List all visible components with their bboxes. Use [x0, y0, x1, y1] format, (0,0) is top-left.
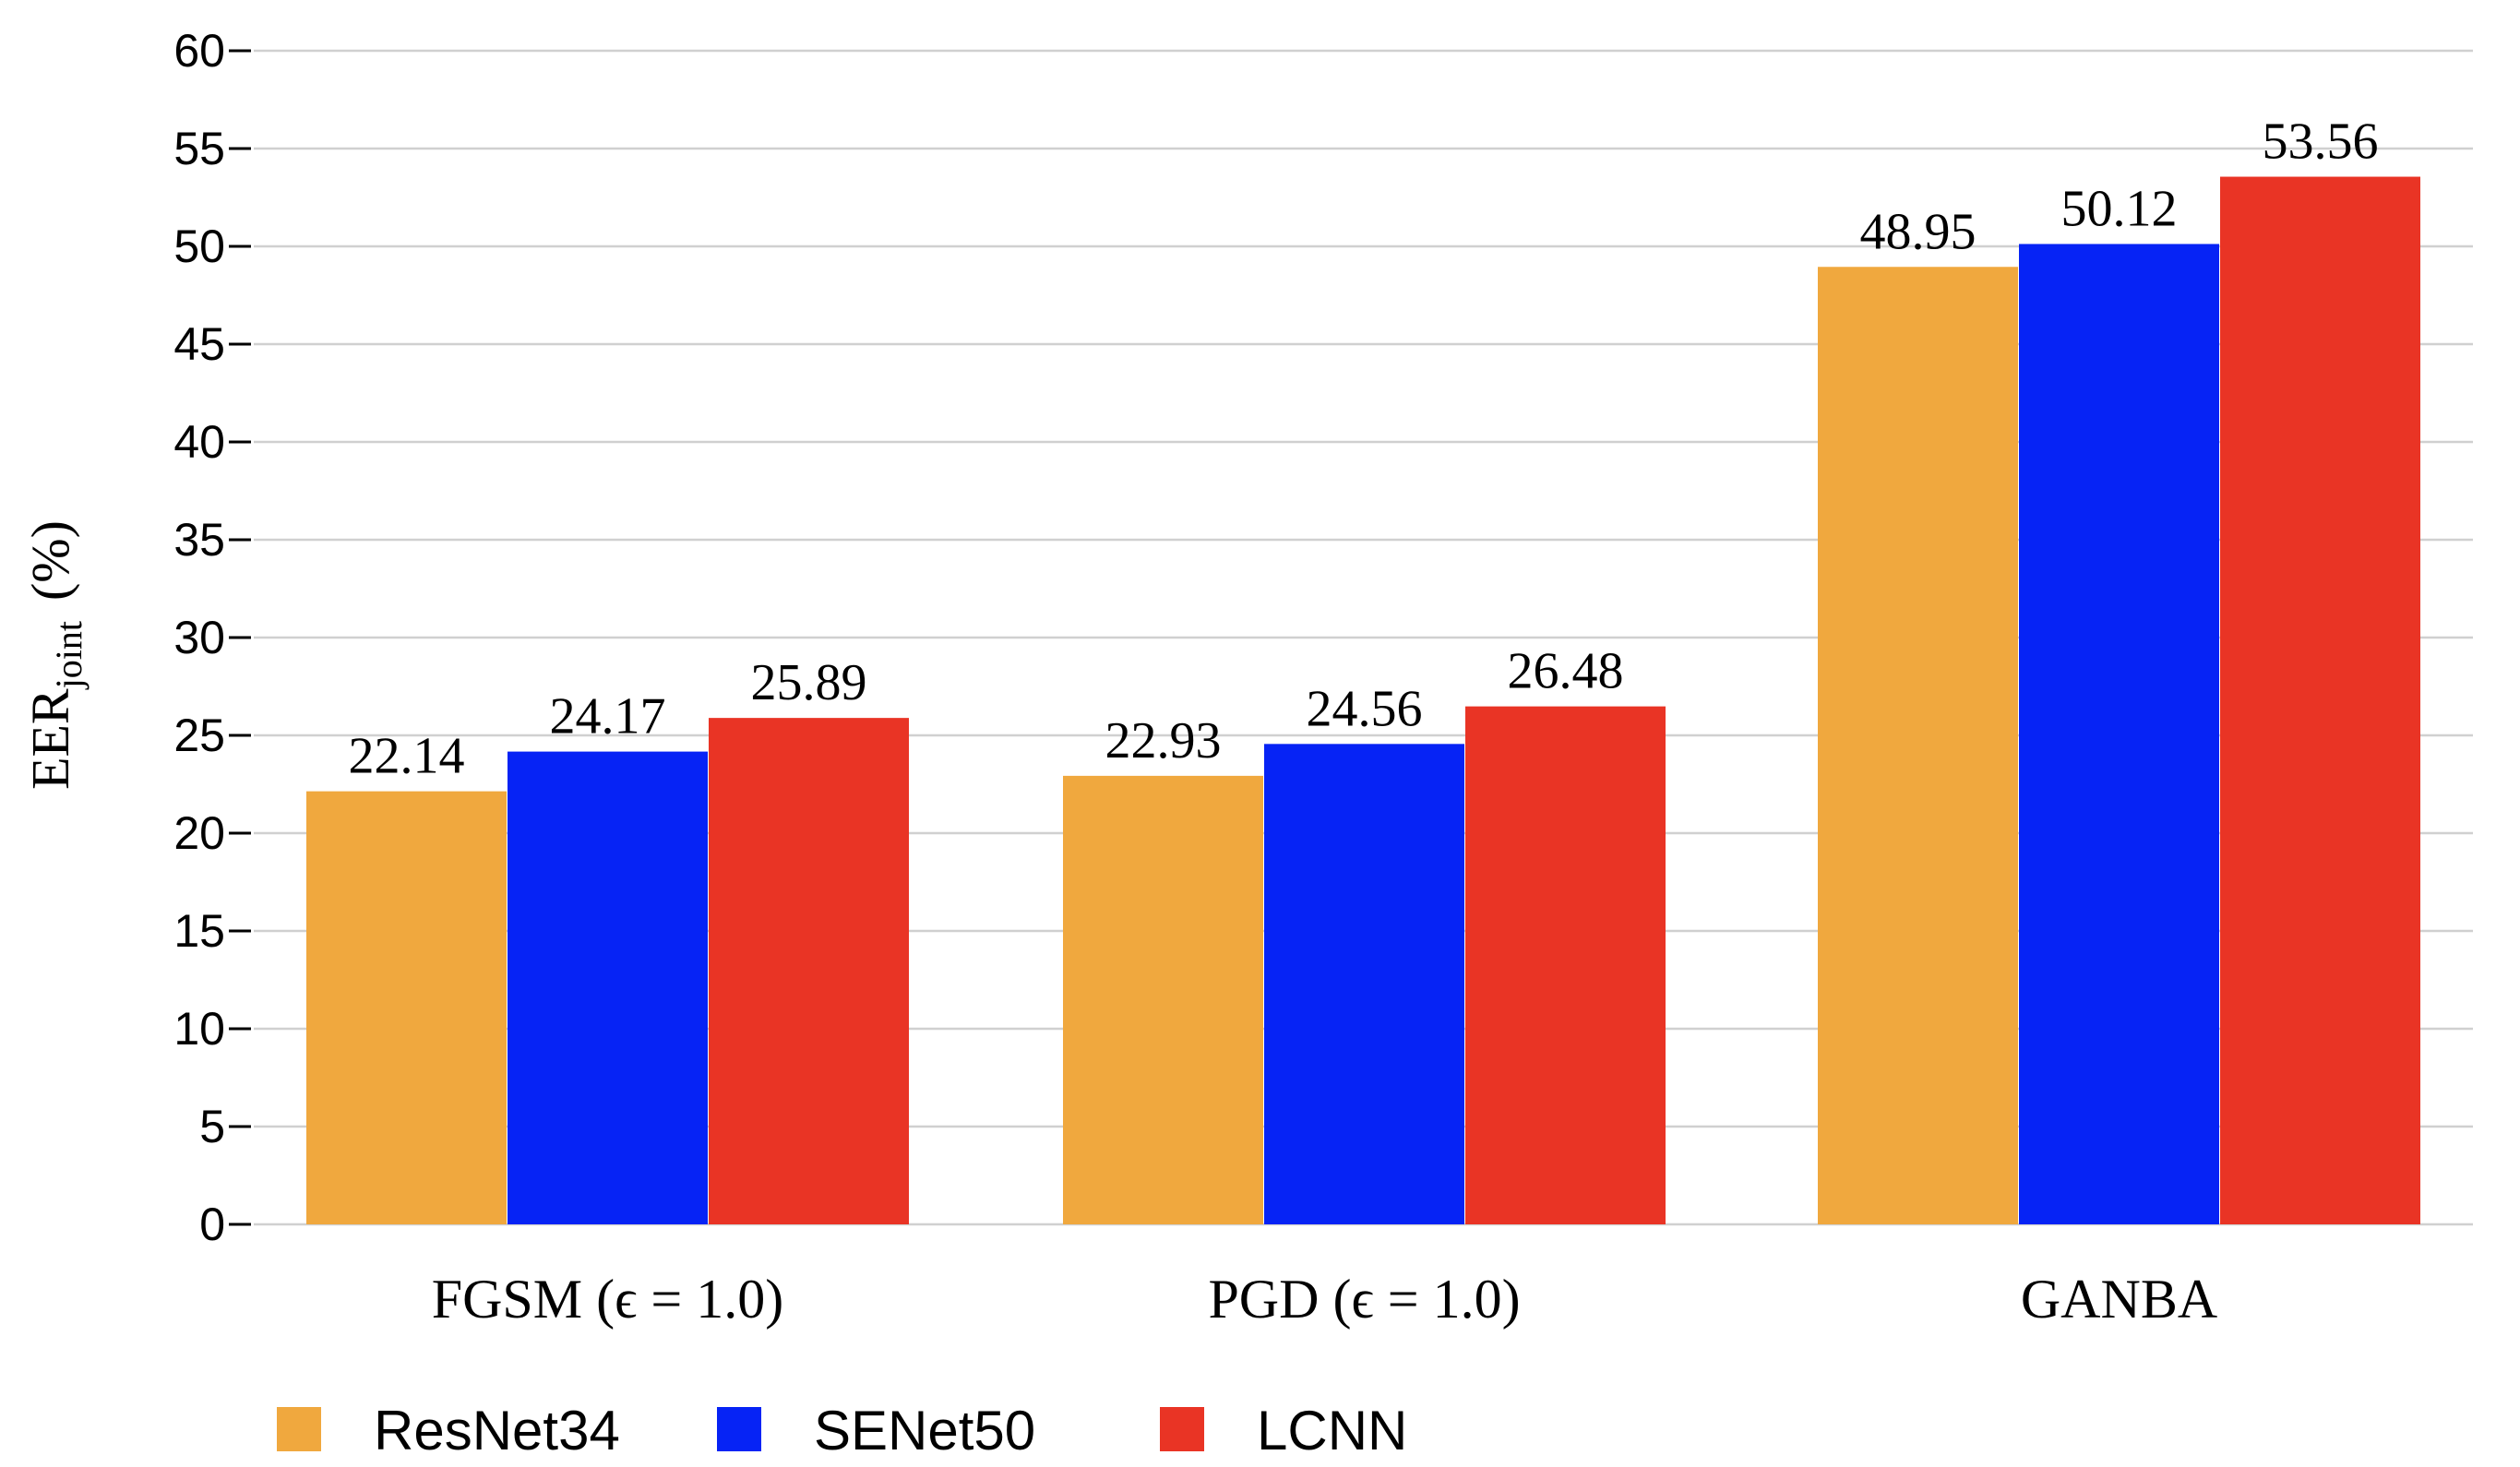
y-tick-label: 25: [173, 710, 225, 761]
value-label: 48.95: [1860, 203, 1977, 260]
y-axis-label-suffix: (%): [20, 520, 80, 601]
y-tick-label: 10: [173, 1003, 225, 1055]
value-label: 24.17: [550, 688, 666, 745]
legend-label-lcnn: LCNN: [1257, 1400, 1407, 1461]
legend-swatch-lcnn: [1160, 1407, 1204, 1451]
y-axis-label-subscript: joint: [48, 621, 90, 690]
y-tick-label: 5: [199, 1101, 225, 1152]
bar-lcnn: [1465, 706, 1666, 1224]
y-axis: 0 5 10 15 20 25 30 35 40 45 50 55 60: [173, 25, 251, 1250]
legend-swatch-senet50: [717, 1407, 761, 1451]
category-label: PGD (ϵ = 1.0): [1208, 1269, 1520, 1330]
y-tick-label: 0: [199, 1199, 225, 1250]
y-tick-label: 50: [173, 221, 225, 272]
legend-label-resnet34: ResNet34: [374, 1400, 620, 1461]
value-label: 25.89: [751, 654, 867, 711]
bar-resnet34: [306, 791, 507, 1224]
legend: ResNet34 SENet50 LCNN: [277, 1400, 1407, 1461]
value-label: 50.12: [2061, 180, 2178, 237]
y-tick-label: 45: [173, 318, 225, 370]
y-axis-label-main: EER: [20, 688, 80, 790]
category-label: FGSM (ϵ = 1.0): [432, 1269, 784, 1330]
value-label: 26.48: [1508, 643, 1624, 700]
y-tick-label: 40: [173, 416, 225, 468]
bar-senet50: [1264, 744, 1464, 1224]
y-tick-label: 20: [173, 807, 225, 859]
value-labels: 22.14 22.93 48.95 24.17 24.56 50.12 25.89 26.48…: [349, 113, 2379, 785]
y-tick-label: 30: [173, 612, 225, 663]
legend-label-senet50: SENet50: [814, 1400, 1035, 1461]
bar-senet50: [508, 751, 708, 1224]
bar-lcnn: [709, 718, 909, 1224]
legend-swatch-resnet34: [277, 1407, 321, 1451]
value-label: 24.56: [1307, 680, 1423, 737]
value-label: 53.56: [2263, 113, 2379, 171]
value-label: 22.93: [1105, 712, 1222, 769]
category-label: GANBA: [2021, 1269, 2217, 1330]
x-axis-categories: FGSM (ϵ = 1.0) PGD (ϵ = 1.0) GANBA: [432, 1269, 2217, 1330]
bar-lcnn: [2220, 176, 2420, 1225]
value-label: 22.14: [349, 728, 465, 785]
bars: [306, 176, 2420, 1225]
bar-resnet34: [1818, 267, 2018, 1224]
y-tick-label: 55: [173, 123, 225, 174]
y-tick-label: 60: [173, 25, 225, 77]
bar-senet50: [2019, 244, 2219, 1224]
y-axis-label: EERjoint (%): [20, 520, 90, 790]
y-tick-label: 35: [173, 514, 225, 566]
bar-resnet34: [1063, 775, 1263, 1224]
y-tick-label: 15: [173, 905, 225, 957]
